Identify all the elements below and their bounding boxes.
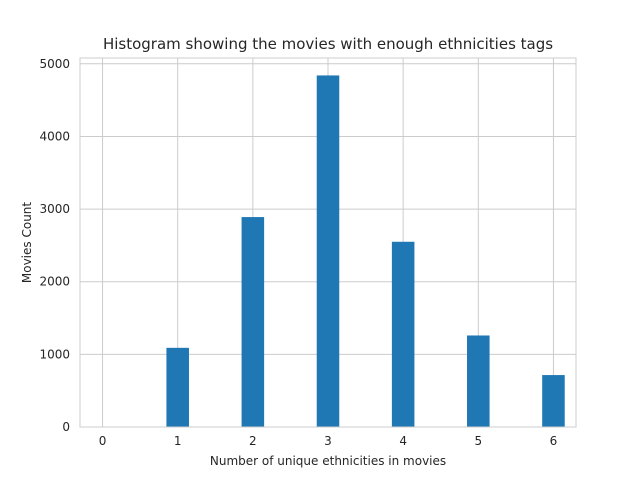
x-tick-label: 3 bbox=[324, 434, 332, 448]
x-tick-label: 4 bbox=[399, 434, 407, 448]
x-tick-label: 5 bbox=[474, 434, 482, 448]
bar-1 bbox=[166, 347, 189, 427]
tick-labels: 0 1 2 3 4 5 6 0 1000 2000 3000 4000 5000 bbox=[39, 57, 557, 448]
y-axis-title: Movies Count bbox=[20, 202, 34, 284]
y-tick-label: 4000 bbox=[39, 129, 70, 143]
bar-3 bbox=[316, 75, 340, 427]
y-tick-label: 2000 bbox=[39, 275, 70, 289]
y-tick-label: 3000 bbox=[39, 202, 70, 216]
x-tick-label: 0 bbox=[99, 434, 107, 448]
bar-6 bbox=[542, 375, 565, 427]
x-tick-label: 6 bbox=[550, 434, 558, 448]
y-tick-label: 1000 bbox=[39, 347, 70, 361]
x-axis-title: Number of unique ethnicities in movies bbox=[210, 454, 446, 468]
y-tick-label: 0 bbox=[62, 420, 70, 434]
bar-2 bbox=[241, 217, 265, 427]
plot-frame bbox=[79, 57, 577, 428]
bar-4 bbox=[391, 241, 415, 427]
y-tick-label: 5000 bbox=[39, 57, 70, 71]
x-tick-label: 2 bbox=[249, 434, 257, 448]
chart-title: Histogram showing the movies with enough… bbox=[103, 35, 553, 53]
bar-5 bbox=[467, 335, 490, 427]
x-tick-label: 1 bbox=[174, 434, 182, 448]
bars bbox=[166, 75, 565, 427]
